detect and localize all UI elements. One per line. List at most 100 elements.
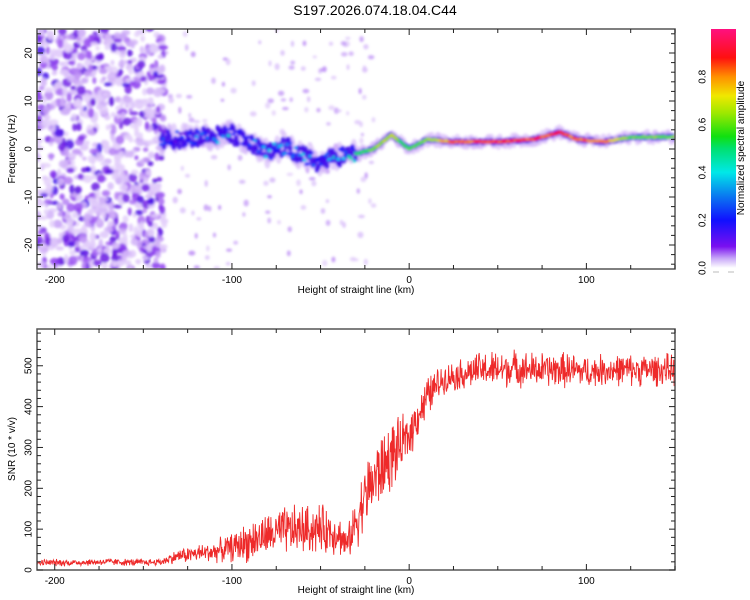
spectrogram-noise-blob bbox=[144, 194, 153, 199]
spectrogram-noise-blob bbox=[108, 96, 115, 107]
spectrogram-noise-blob bbox=[152, 178, 158, 184]
spectrogram-noise-blob bbox=[99, 231, 109, 239]
spectrogram-ridge-core bbox=[265, 146, 270, 150]
spectrogram-noise-blob bbox=[37, 114, 42, 124]
spectrogram-noise-blob bbox=[66, 92, 72, 102]
spectrogram-noise-blob bbox=[96, 174, 106, 183]
snr-y-ticks: 0 100 200 300 400 500 bbox=[24, 332, 675, 573]
spectrogram-noise-blob bbox=[37, 230, 44, 235]
spectrogram-ridge-core bbox=[245, 135, 250, 139]
spectrogram-noise-blob bbox=[280, 98, 287, 102]
spectrogram-noise-blob bbox=[81, 262, 87, 269]
spectrogram-ridge-core bbox=[274, 149, 279, 153]
spectrogram-noise-blob bbox=[142, 208, 148, 214]
spectrogram-noise-blob bbox=[311, 180, 317, 187]
spectrogram-noise-blob bbox=[312, 55, 317, 59]
spectrogram-noise-blob bbox=[67, 60, 76, 65]
spectrogram-noise-blob bbox=[62, 234, 70, 243]
spectrogram-noise-blob bbox=[70, 113, 77, 122]
spectrogram-noise-blob bbox=[238, 179, 246, 184]
spectrogram-noise-blob bbox=[147, 220, 153, 228]
spectrogram-noise-blob bbox=[46, 30, 55, 41]
spectrogram-ridge-core bbox=[256, 149, 261, 154]
spectrogram-noise-blob bbox=[263, 180, 269, 186]
spectrogram-noise-blob bbox=[319, 151, 326, 155]
spectrogram-noise-blob bbox=[88, 64, 93, 74]
spectrogram-noise-blob bbox=[124, 260, 132, 266]
spectrogram-ridge-core bbox=[238, 132, 243, 136]
spectrogram-ridge-core bbox=[341, 156, 346, 161]
spectrogram-ridge-core bbox=[183, 143, 188, 147]
spectrogram-noise-blob bbox=[149, 44, 159, 54]
x-tick-label: 0 bbox=[406, 576, 412, 587]
spectrogram-noise-blob bbox=[134, 102, 142, 109]
snr-plot-area bbox=[37, 329, 675, 570]
spectrogram-noise-blob bbox=[103, 82, 113, 87]
spectrogram-noise-blob bbox=[119, 183, 129, 192]
spectrogram-noise-blob bbox=[38, 243, 47, 248]
spectrogram-noise-blob bbox=[158, 155, 165, 161]
spectrogram-noise-blob bbox=[65, 139, 75, 150]
spectrogram-noise-blob bbox=[63, 131, 69, 137]
spectrogram-ridge-mark bbox=[287, 144, 293, 152]
spectrogram-noise-blob bbox=[66, 167, 75, 174]
spectrogram-noise-blob bbox=[87, 154, 97, 164]
spectrogram-noise-blob bbox=[81, 167, 88, 173]
y-tick-label: 500 bbox=[24, 357, 35, 374]
spectrogram-noise-blob bbox=[264, 102, 271, 109]
colorbar-tick-label: 0.2 bbox=[698, 213, 709, 227]
spectrogram-ridge-core bbox=[185, 138, 190, 142]
spectrogram-noise-blob bbox=[296, 179, 301, 187]
spectrogram-noise-blob bbox=[304, 106, 309, 113]
spectrogram-ridge-core bbox=[339, 147, 344, 151]
spectrogram-noise-blob bbox=[75, 240, 80, 247]
spectrogram-noise-blob bbox=[59, 61, 66, 67]
spectrogram-noise-blob bbox=[63, 147, 70, 158]
spectrogram-noise-blob bbox=[158, 204, 163, 211]
spectrogram-noise-blob bbox=[108, 201, 115, 211]
spectrogram-ridge-core bbox=[307, 154, 312, 158]
spectrogram-ridge-core bbox=[297, 153, 302, 157]
spectrogram-noise-blob bbox=[77, 29, 86, 38]
spectrogram-noise-blob bbox=[122, 250, 132, 257]
spectrogram-noise-blob bbox=[62, 39, 68, 50]
spectrogram-noise-blob bbox=[83, 140, 90, 146]
spectrogram-noise-blob bbox=[39, 215, 48, 221]
spectrogram-ridge-core bbox=[302, 158, 307, 162]
spectrogram-noise-blob bbox=[128, 265, 133, 269]
spectrogram-noise-blob bbox=[177, 188, 182, 195]
spectrogram-x-axis-label: Height of straight line (km) bbox=[298, 285, 415, 296]
spectrogram-noise-blob bbox=[90, 174, 98, 180]
spectrogram-noise-blob bbox=[151, 261, 161, 269]
spectrogram-noise-blob bbox=[114, 157, 122, 166]
spectrogram-ridge-core bbox=[272, 142, 277, 146]
spectrogram-noise-blob bbox=[147, 160, 154, 167]
spectrogram-noise-blob bbox=[57, 38, 64, 48]
spectrogram-noise-blob bbox=[131, 184, 142, 194]
spectrogram-noise-blob bbox=[167, 93, 173, 99]
spectrogram-noise-blob bbox=[159, 263, 166, 269]
colorbar: 0.0 0.2 0.4 0.6 0.8 Normalized spectral ampl… bbox=[698, 29, 747, 275]
spectrogram-noise-blob bbox=[136, 140, 145, 147]
spectrogram-noise-blob bbox=[90, 41, 99, 46]
spectrogram-noise-blob bbox=[105, 124, 111, 131]
spectrogram-noise-blob bbox=[39, 29, 45, 37]
spectrogram-ridge-core bbox=[311, 163, 316, 167]
spectrogram-ridge-core bbox=[190, 139, 195, 143]
spectrogram-noise-blob bbox=[43, 114, 51, 121]
spectrogram-noise-blob bbox=[58, 232, 64, 239]
spectrogram-noise-blob bbox=[218, 205, 222, 210]
spectrogram-noise-blob bbox=[161, 83, 167, 89]
spectrogram-noise-blob bbox=[110, 42, 118, 52]
spectrogram-noise-blob bbox=[62, 198, 70, 206]
spectrogram-noise-blob bbox=[127, 59, 133, 65]
spectrogram-noise-blob bbox=[152, 117, 157, 125]
spectrogram-noise-blob bbox=[363, 44, 369, 50]
y-tick-label: 10 bbox=[24, 95, 35, 107]
x-tick-label: -100 bbox=[222, 576, 242, 587]
spectrogram-noise-blob bbox=[60, 97, 66, 107]
spectrogram-noise-blob bbox=[37, 105, 42, 110]
spectrogram-ridge-core bbox=[229, 138, 234, 142]
spectrogram-noise-blob bbox=[204, 180, 208, 187]
spectrogram-noise-blob bbox=[76, 85, 86, 95]
